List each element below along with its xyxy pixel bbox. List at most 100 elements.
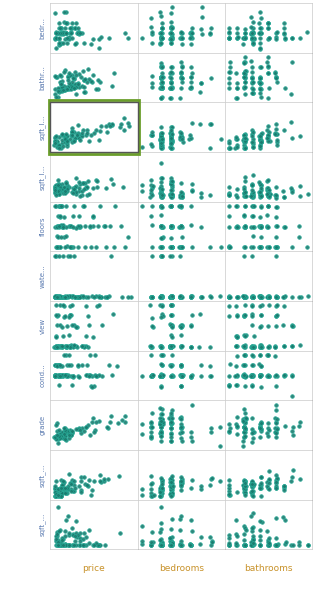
- Point: [251, 292, 256, 302]
- Point: [58, 540, 63, 549]
- Point: [250, 292, 255, 301]
- Point: [91, 476, 96, 486]
- Point: [179, 191, 184, 201]
- Point: [53, 27, 58, 37]
- Point: [249, 29, 254, 38]
- Point: [52, 361, 57, 370]
- Point: [61, 188, 66, 198]
- Text: bedr...: bedr...: [40, 17, 46, 39]
- Point: [158, 188, 163, 198]
- Point: [158, 292, 163, 301]
- Point: [64, 18, 69, 27]
- Point: [82, 426, 87, 435]
- Point: [70, 321, 75, 330]
- Point: [53, 133, 58, 143]
- Point: [168, 34, 173, 44]
- Point: [66, 372, 71, 381]
- Point: [250, 189, 255, 199]
- Point: [258, 301, 263, 310]
- Point: [274, 27, 279, 37]
- Point: [65, 71, 70, 80]
- Point: [179, 415, 184, 424]
- Point: [258, 143, 263, 153]
- Point: [169, 301, 174, 310]
- Point: [160, 311, 165, 321]
- Point: [179, 476, 184, 485]
- Point: [68, 478, 73, 488]
- Point: [242, 34, 247, 43]
- Point: [64, 18, 69, 28]
- Point: [63, 429, 68, 438]
- Point: [249, 292, 254, 302]
- Point: [169, 361, 175, 370]
- Point: [61, 371, 66, 381]
- Point: [250, 371, 255, 381]
- Point: [265, 18, 270, 27]
- Point: [274, 418, 279, 427]
- Point: [274, 34, 279, 43]
- Point: [149, 418, 154, 428]
- Point: [158, 292, 163, 302]
- Point: [251, 292, 256, 302]
- Point: [158, 138, 163, 148]
- Point: [169, 77, 174, 87]
- Point: [60, 480, 65, 489]
- Point: [139, 180, 144, 189]
- Point: [53, 487, 58, 497]
- Point: [149, 371, 154, 380]
- Point: [249, 476, 255, 486]
- Point: [189, 371, 194, 380]
- Point: [57, 182, 62, 192]
- Point: [63, 350, 68, 360]
- Point: [250, 534, 255, 544]
- Point: [158, 539, 163, 549]
- Point: [242, 89, 247, 99]
- Point: [249, 486, 254, 495]
- Point: [273, 342, 278, 351]
- Point: [54, 251, 59, 260]
- Point: [160, 78, 165, 87]
- Point: [243, 418, 248, 427]
- Point: [242, 482, 247, 492]
- Point: [250, 180, 255, 189]
- Point: [149, 202, 154, 211]
- Point: [149, 541, 154, 550]
- Point: [243, 488, 248, 497]
- Point: [274, 78, 279, 87]
- Point: [266, 341, 272, 350]
- Point: [168, 342, 173, 351]
- Point: [53, 292, 58, 302]
- Text: cond...: cond...: [40, 364, 46, 387]
- Point: [54, 532, 59, 541]
- Point: [58, 292, 63, 302]
- Point: [169, 320, 174, 330]
- Point: [72, 541, 77, 550]
- Point: [86, 482, 91, 491]
- Point: [81, 292, 86, 302]
- Point: [159, 541, 164, 550]
- Point: [168, 342, 173, 351]
- Point: [72, 23, 77, 33]
- Point: [248, 541, 253, 550]
- Point: [168, 541, 173, 550]
- Point: [265, 58, 270, 67]
- Point: [266, 136, 271, 146]
- Point: [178, 429, 183, 438]
- Point: [198, 539, 203, 549]
- Point: [168, 533, 173, 542]
- Point: [59, 428, 64, 437]
- Point: [289, 426, 295, 436]
- Point: [58, 77, 63, 86]
- Point: [71, 341, 76, 350]
- Point: [169, 189, 174, 199]
- Point: [52, 132, 57, 142]
- Point: [289, 184, 294, 193]
- Point: [149, 371, 154, 380]
- Point: [168, 342, 173, 351]
- Point: [169, 332, 175, 342]
- Point: [90, 486, 95, 495]
- Point: [241, 541, 246, 550]
- Point: [227, 189, 232, 199]
- Point: [159, 251, 164, 260]
- Point: [189, 311, 194, 320]
